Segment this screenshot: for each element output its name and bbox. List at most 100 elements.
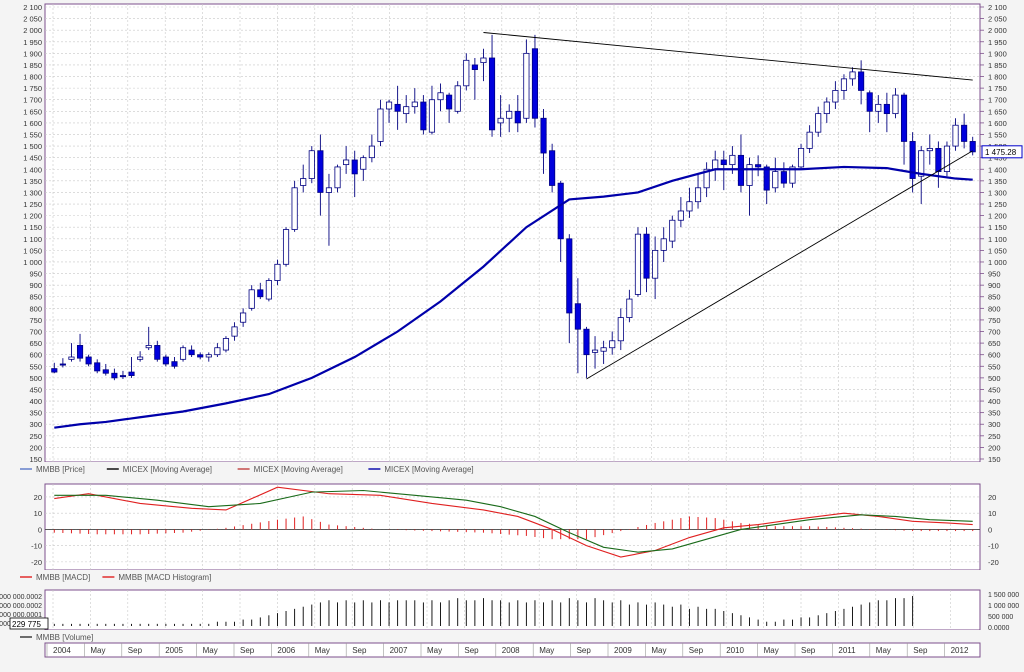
- main-y-tick-left: 1 300: [23, 188, 42, 197]
- candle-body: [343, 159, 350, 166]
- main-y-tick-left: 1 450: [23, 154, 42, 163]
- main-y-tick-right: 1 150: [988, 223, 1007, 232]
- candle-body: [377, 108, 384, 142]
- candle-body: [574, 303, 581, 330]
- macd-y-tick-right: 20: [988, 493, 996, 502]
- main-y-tick-right: 350: [988, 409, 1001, 418]
- main-y-tick-left: 700: [29, 328, 42, 337]
- time-axis-label: Sep: [240, 646, 255, 655]
- main-y-tick-left: 600: [29, 351, 42, 360]
- candle-body: [703, 168, 710, 189]
- candle-body: [308, 150, 315, 179]
- candle-body: [918, 150, 925, 177]
- candle-body: [712, 159, 719, 170]
- time-axis-label: Sep: [464, 646, 479, 655]
- main-y-tick-left: 1 500: [23, 142, 42, 151]
- main-y-tick-right: 1 850: [988, 61, 1007, 70]
- main-y-tick-right: 1 550: [988, 130, 1007, 139]
- main-y-tick-left: 900: [29, 281, 42, 290]
- candle-body: [463, 59, 470, 87]
- volume-y-tick-left: 000 000.0001: [0, 612, 42, 619]
- main-y-tick-right: 400: [988, 397, 1001, 406]
- candle-body: [892, 94, 899, 115]
- last-price-label: 1 475.28: [985, 148, 1017, 157]
- candle-body: [334, 166, 341, 189]
- candle-body: [729, 154, 736, 166]
- candle-body: [154, 345, 161, 360]
- main-y-tick-right: 1 000: [988, 258, 1007, 267]
- candle-body: [686, 201, 693, 212]
- main-y-tick-right: 550: [988, 362, 1001, 371]
- candle-body: [866, 92, 873, 112]
- main-y-tick-right: 1 300: [988, 188, 1007, 197]
- main-y-tick-left: 1 800: [23, 73, 42, 82]
- volume-y-tick-right: 0.0000: [988, 625, 1010, 632]
- candle-body: [128, 371, 135, 376]
- main-legend-bar: [0, 462, 1024, 476]
- main-panel: [44, 3, 981, 463]
- candle-body: [883, 103, 890, 115]
- time-axis-label: 2005: [165, 646, 183, 655]
- time-axis-label: Sep: [577, 646, 592, 655]
- macd-line: [54, 486, 973, 558]
- candle-body: [943, 145, 951, 172]
- candle-body: [531, 48, 539, 119]
- candle-body: [969, 141, 976, 153]
- main-y-tick-right: 950: [988, 270, 1001, 279]
- main-y-tick-left: 1 100: [23, 235, 42, 244]
- candle-body: [909, 141, 916, 179]
- candle-body: [205, 354, 212, 358]
- main-y-tick-right: 1 250: [988, 200, 1007, 209]
- candle-body: [137, 356, 144, 360]
- main-y-tick-left: 1 650: [23, 107, 42, 116]
- main-y-tick-left: 1 900: [23, 49, 42, 58]
- main-y-tick-right: 1 900: [988, 49, 1007, 58]
- candle-body: [557, 182, 564, 240]
- candle-body: [823, 101, 830, 115]
- time-axis-label: May: [651, 646, 666, 655]
- main-legend-label: MICEX [Moving Average]: [123, 465, 212, 474]
- time-axis-label: Sep: [689, 646, 704, 655]
- trendline: [586, 150, 973, 380]
- candle-body: [566, 238, 573, 314]
- main-y-tick-left: 450: [29, 385, 42, 394]
- macd-y-tick-left: -10: [31, 542, 42, 551]
- candle-body: [240, 312, 247, 323]
- main-y-tick-right: 500: [988, 374, 1001, 383]
- macd-y-tick-right: -20: [988, 558, 999, 567]
- main-legend-label: MICEX [Moving Average]: [254, 465, 343, 474]
- macd-y-tick-left: 0: [38, 525, 42, 534]
- candle-body: [420, 101, 427, 131]
- candle-body: [763, 166, 770, 191]
- candle-body: [119, 375, 127, 378]
- time-axis-label: May: [427, 646, 442, 655]
- candle-body: [506, 110, 513, 119]
- candle-body: [926, 147, 933, 152]
- macd-y-tick-right: 10: [988, 509, 996, 518]
- candle-body: [600, 347, 607, 352]
- candle-body: [454, 85, 461, 112]
- main-y-tick-right: 450: [988, 385, 1001, 394]
- time-axis-label: 2004: [53, 646, 71, 655]
- main-y-tick-right: 1 350: [988, 177, 1007, 186]
- candle-body: [300, 178, 307, 186]
- time-axis-bar: [44, 642, 981, 658]
- main-y-tick-right: 1 600: [988, 119, 1007, 128]
- main-y-tick-right: 150: [988, 455, 1001, 464]
- trendline: [483, 32, 973, 81]
- candle-body: [806, 131, 813, 149]
- candle-body: [162, 356, 169, 365]
- volume-panel: [44, 589, 981, 631]
- candle-body: [523, 52, 530, 119]
- candle-body: [514, 110, 521, 124]
- candle-body: [875, 103, 882, 112]
- candle-body: [540, 117, 547, 154]
- candle-body: [248, 289, 255, 309]
- main-y-tick-left: 2 100: [23, 3, 42, 12]
- main-y-tick-left: 500: [29, 374, 42, 383]
- candle-body: [188, 349, 195, 356]
- candle-body: [351, 159, 358, 175]
- candle-body: [222, 338, 230, 351]
- main-y-tick-left: 200: [29, 443, 42, 452]
- candle-body: [214, 347, 221, 356]
